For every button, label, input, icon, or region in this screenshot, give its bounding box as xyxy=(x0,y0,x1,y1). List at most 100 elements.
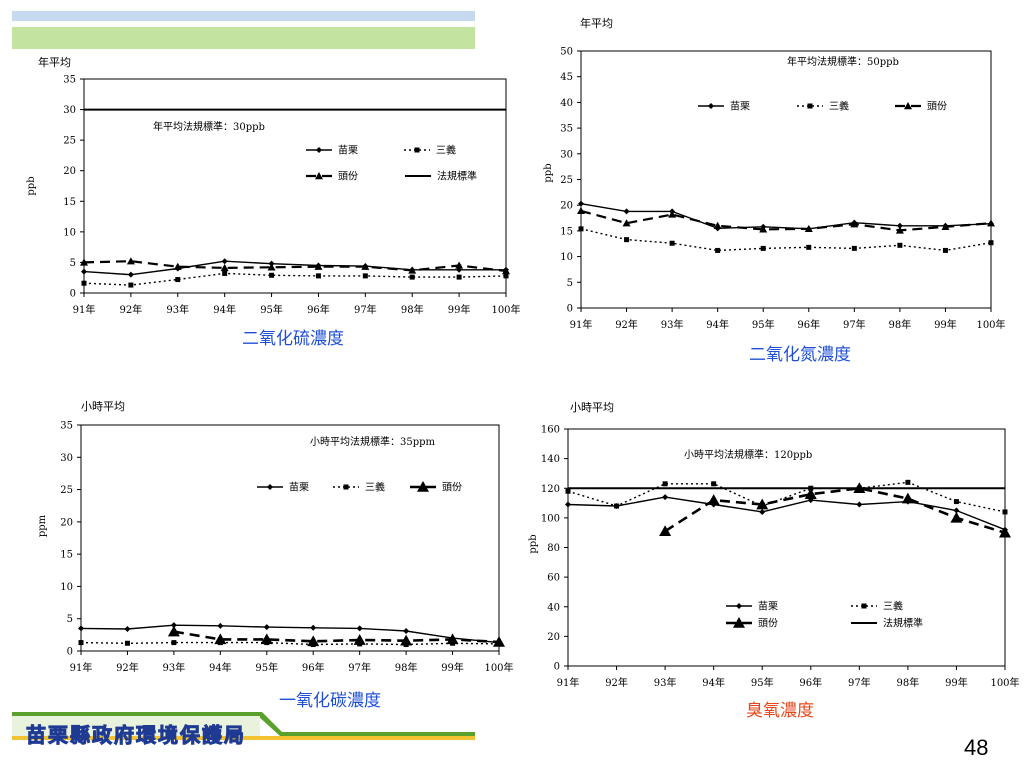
data-point xyxy=(260,633,273,645)
x-tick-label: 93年 xyxy=(163,661,186,674)
legend-item: 法規標準 xyxy=(851,617,923,630)
y-tick-label: 30 xyxy=(63,105,76,116)
legend-marker xyxy=(904,102,912,110)
legend-item: 頭份 xyxy=(306,171,358,183)
plot-frame xyxy=(567,428,1006,667)
y-tick-label: 25 xyxy=(63,136,76,147)
data-point xyxy=(315,273,321,279)
legend-item: 頭份 xyxy=(895,101,947,113)
data-point xyxy=(760,245,766,251)
data-point xyxy=(310,624,317,631)
data-point xyxy=(668,210,677,218)
plot-frame xyxy=(80,424,500,652)
legend-item: 頭份 xyxy=(410,481,462,494)
corner-label: 小時平均 xyxy=(81,400,125,413)
data-point xyxy=(905,479,911,485)
data-point xyxy=(713,221,722,229)
data-point xyxy=(173,262,182,270)
legend-label: 三義 xyxy=(829,100,849,113)
y-tick-label: 25 xyxy=(60,485,73,496)
x-tick-label: 96年 xyxy=(307,303,330,316)
y-tick-label: 35 xyxy=(60,421,73,432)
data-point xyxy=(220,263,229,272)
data-point xyxy=(267,263,276,271)
series-line xyxy=(83,260,507,273)
legend-marker xyxy=(315,172,323,180)
legend-label: 頭份 xyxy=(758,618,778,630)
x-tick-label: 96年 xyxy=(799,676,822,689)
y-tick-label: 0 xyxy=(567,304,573,315)
data-point xyxy=(988,240,994,246)
x-tick-label: 92年 xyxy=(615,318,638,331)
x-tick-label: 97年 xyxy=(848,676,871,689)
y-axis-label: ppb xyxy=(26,176,37,195)
legend-label: 苗栗 xyxy=(338,145,358,157)
x-tick-label: 92年 xyxy=(120,303,143,316)
y-tick-label: 45 xyxy=(560,72,573,83)
data-point xyxy=(662,481,668,487)
series-line xyxy=(664,486,1006,534)
footer-stripe xyxy=(12,712,475,740)
data-point xyxy=(953,507,960,514)
data-point xyxy=(756,498,769,510)
legend-label: 頭份 xyxy=(927,101,947,113)
chart-title: 一氧化碳濃度 xyxy=(279,691,381,711)
data-point xyxy=(353,634,366,645)
header-green-bar xyxy=(12,27,475,49)
x-tick-label: 95年 xyxy=(752,318,775,331)
y-tick-label: 30 xyxy=(60,453,73,464)
plot-frame xyxy=(580,50,992,309)
data-point xyxy=(896,222,903,229)
y-tick-label: 5 xyxy=(567,278,573,289)
series-line xyxy=(80,624,500,644)
data-point xyxy=(614,503,620,509)
legend-label: 頭份 xyxy=(442,482,462,494)
x-tick-label: 97年 xyxy=(843,318,866,331)
legend-marker xyxy=(417,481,429,492)
data-point xyxy=(897,242,903,248)
legend-marker xyxy=(316,147,322,153)
y-axis-label: ppm xyxy=(37,514,48,537)
y-tick-label: 15 xyxy=(560,226,573,237)
legend-label: 三義 xyxy=(365,481,385,494)
legend-label: 苗栗 xyxy=(730,101,750,113)
org-logo-text: 苗栗縣政府環境保護局 xyxy=(26,723,246,748)
y-axis-label: ppb xyxy=(543,163,554,182)
x-tick-label: 97年 xyxy=(348,661,371,674)
data-point xyxy=(999,526,1011,538)
data-point xyxy=(78,640,84,646)
data-point xyxy=(950,511,963,523)
legend-label: 頭份 xyxy=(338,171,358,183)
x-tick-label: 94年 xyxy=(213,303,236,316)
y-tick-label: 15 xyxy=(63,197,76,208)
data-point xyxy=(853,482,866,494)
legend-marker xyxy=(267,484,273,490)
y-tick-label: 20 xyxy=(560,201,573,212)
y-tick-label: 0 xyxy=(67,647,73,658)
data-point xyxy=(307,635,320,647)
data-point xyxy=(126,257,135,265)
y-tick-label: 60 xyxy=(547,573,560,584)
data-point xyxy=(624,237,630,243)
y-tick-label: 160 xyxy=(541,425,560,436)
legend-marker xyxy=(414,147,420,153)
data-point xyxy=(856,501,863,508)
legend-item: 頭份 xyxy=(726,617,778,630)
data-point xyxy=(455,261,464,269)
y-tick-label: 35 xyxy=(63,75,76,86)
y-tick-label: 15 xyxy=(60,550,73,561)
data-point xyxy=(170,622,177,629)
chart-1: 0 5 10 15 20 25 30 35 91年 92年 93年 94年 95年 96年 97年 98年 99… xyxy=(26,55,521,349)
x-tick-label: 94年 xyxy=(702,676,725,689)
x-tick-label: 98年 xyxy=(401,303,424,316)
x-tick-label: 94年 xyxy=(209,661,232,674)
chart-4: 0 20 40 60 80 100 120 140 160 91年 92年 93年 94年 95年 96年 9… xyxy=(528,401,1020,721)
data-point xyxy=(804,224,813,233)
data-point xyxy=(214,633,227,645)
data-point xyxy=(269,272,275,278)
legend-label: 苗栗 xyxy=(289,482,309,494)
data-point xyxy=(446,633,459,645)
series-line xyxy=(567,496,1006,531)
data-point xyxy=(659,525,672,537)
